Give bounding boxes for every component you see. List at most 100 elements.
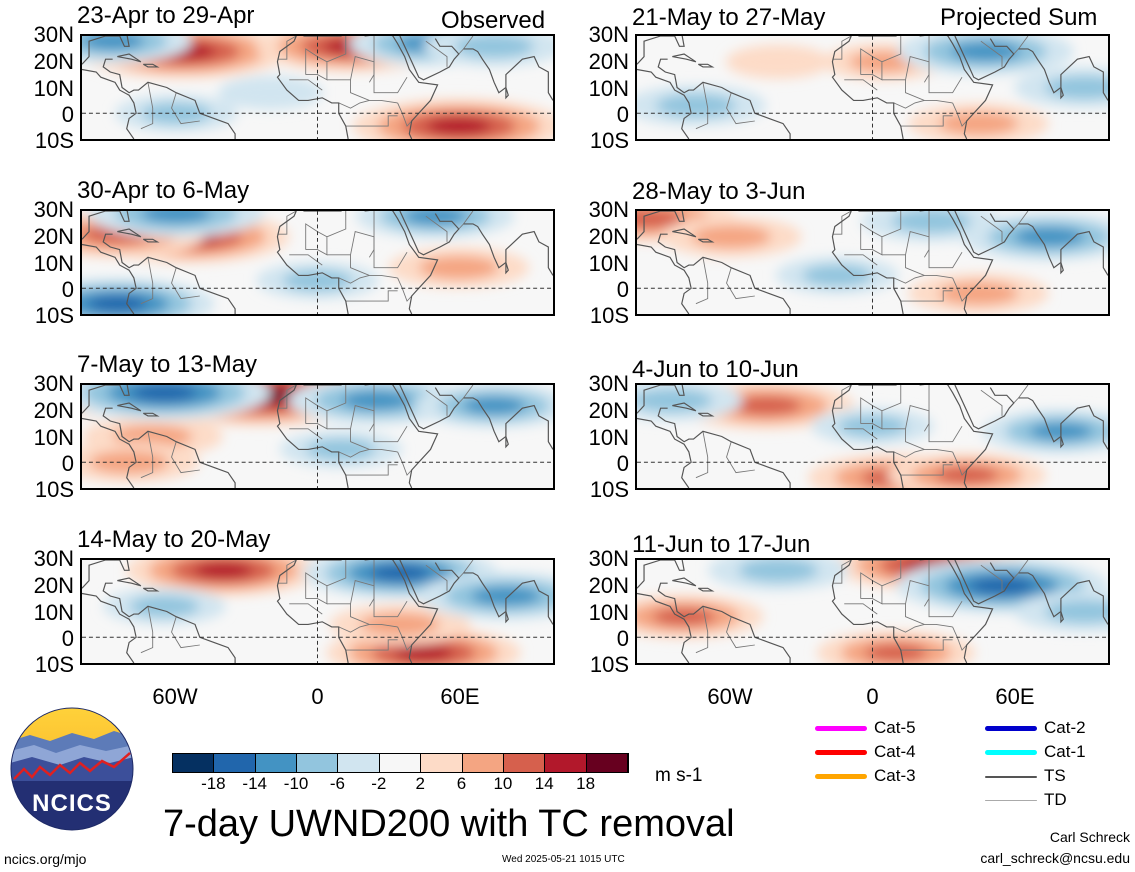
country-border: [905, 603, 953, 628]
colorbar-segment: [214, 754, 256, 772]
observed-label: Observed: [441, 7, 546, 34]
coastline: [276, 36, 349, 139]
coastline: [1060, 436, 1064, 449]
latitude-tick-label: 30N: [33, 197, 74, 222]
country-border: [860, 211, 902, 256]
country-border: [326, 211, 375, 256]
easterly-anomaly-blob: [129, 595, 200, 617]
coastline: [657, 58, 791, 139]
latitude-tick-label: 30N: [588, 197, 629, 222]
colorbar-tick-label: 10: [493, 774, 513, 793]
country-border: [952, 626, 968, 651]
coastline: [117, 228, 142, 238]
coastline: [954, 385, 1015, 430]
country-border: [860, 385, 902, 430]
latitude-tick-label: 10S: [34, 303, 74, 328]
country-border: [881, 211, 930, 256]
coastline: [637, 560, 685, 589]
coastline: [399, 560, 460, 605]
latitude-tick-label: 30N: [588, 371, 629, 396]
coastline: [697, 412, 715, 417]
colorbar-tick-label: 18: [576, 774, 596, 793]
country-border: [832, 211, 852, 235]
westerly-anomaly-blob: [426, 117, 491, 135]
anomaly-map: [637, 211, 1108, 314]
anomaly-map: [82, 36, 553, 139]
coastline: [102, 58, 236, 139]
latitude-tick-label: 20N: [33, 573, 74, 598]
country-border: [373, 236, 408, 269]
latitude-tick-label: 20N: [588, 573, 629, 598]
coastline: [831, 211, 904, 314]
country-border: [860, 560, 902, 605]
colorbar-tick-label: -2: [371, 774, 387, 793]
latitude-tick-label: 20N: [588, 49, 629, 74]
ncics-logo: NCICS: [10, 707, 134, 831]
country-border: [952, 102, 968, 127]
coastline: [954, 211, 1015, 256]
latitude-tick-label: 10N: [33, 76, 74, 101]
country-border: [305, 572, 328, 599]
latitude-tick-label: 10N: [588, 76, 629, 101]
colorbar-tick-label: -18: [201, 774, 226, 793]
latitude-tick-label: 10S: [589, 652, 629, 677]
coastline: [82, 211, 130, 240]
coastline: [672, 53, 697, 63]
country-border: [726, 616, 755, 649]
easterly-anomaly-blob: [132, 385, 197, 401]
country-border: [900, 115, 953, 127]
colorbar-segment: [421, 754, 463, 772]
latitude-tick-label: 20N: [33, 398, 74, 423]
latitude-tick-label: 10S: [34, 477, 74, 502]
footer-email[interactable]: carl_schreck@ncsu.edu: [980, 850, 1130, 866]
footer-url[interactable]: ncics.org/mjo: [4, 851, 87, 867]
tc-legend-label: Cat-2: [1044, 718, 1086, 737]
logo-text: NCICS: [32, 790, 112, 817]
country-border: [277, 385, 297, 409]
westerly-anomaly-blob: [864, 643, 928, 662]
panel-title: 11-Jun to 17-Jun: [632, 531, 811, 558]
country-border: [397, 277, 413, 302]
coastline: [637, 68, 692, 139]
country-border: [171, 267, 200, 300]
country-border: [860, 36, 902, 81]
coastline: [1060, 262, 1064, 275]
coastline: [505, 87, 509, 100]
country-border: [305, 36, 347, 81]
easterly-anomaly-blob: [217, 75, 323, 110]
country-border: [140, 257, 154, 305]
country-border: [171, 92, 200, 125]
country-border: [305, 48, 328, 75]
coastline: [831, 560, 904, 663]
coastline: [276, 560, 349, 663]
easterly-anomaly-blob: [637, 388, 713, 412]
latitude-tick-label: 0: [616, 451, 629, 476]
colorbar: [172, 753, 629, 773]
tc-legend-swatch: [815, 750, 867, 755]
country-border: [928, 236, 963, 269]
country-border: [305, 385, 347, 430]
coastline: [399, 211, 460, 256]
panel-title: 28-May to 3-Jun: [632, 178, 806, 205]
country-border: [368, 236, 375, 258]
country-border: [338, 448, 370, 458]
country-border: [140, 82, 154, 130]
ncics-logo-graphic: [10, 707, 134, 831]
map-panel-observed-2: [80, 209, 555, 316]
tc-legend-swatch: [815, 774, 867, 779]
westerly-anomaly-blob: [89, 450, 169, 474]
coastline: [637, 417, 692, 488]
coastline: [142, 587, 160, 592]
latitude-tick-label: 20N: [33, 224, 74, 249]
tc-legend-swatch: [985, 800, 1037, 801]
country-border: [373, 61, 408, 94]
colorbar-tick-label: 14: [534, 774, 554, 793]
map-panel-observed-3: [80, 383, 555, 490]
country-border: [350, 79, 398, 104]
country-border: [881, 36, 930, 81]
coastline: [831, 385, 904, 488]
country-border: [140, 606, 154, 654]
latitude-tick-label: 10S: [34, 128, 74, 153]
coastline: [831, 36, 904, 139]
westerly-anomaly-blob: [731, 396, 802, 416]
